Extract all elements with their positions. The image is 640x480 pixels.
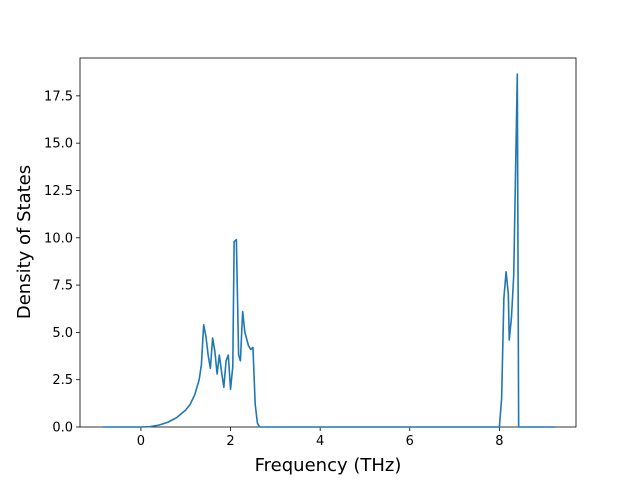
y-tick-label: 17.5: [44, 89, 73, 104]
y-tick-label: 7.5: [52, 279, 73, 294]
x-tick-label: 4: [316, 434, 324, 449]
y-tick-label: 0.0: [52, 421, 73, 436]
dos-line: [102, 73, 556, 428]
y-axis-label: Density of States: [14, 165, 35, 319]
y-tick-label: 15.0: [44, 137, 73, 152]
y-tick-label: 2.5: [52, 373, 73, 388]
x-tick-label: 0: [137, 434, 145, 449]
y-tick-label: 5.0: [52, 326, 73, 341]
y-tick-label: 10.0: [44, 231, 73, 246]
x-tick-label: 8: [495, 434, 503, 449]
x-tick-label: 6: [406, 434, 414, 449]
x-axis-label: Frequency (THz): [255, 455, 402, 476]
y-tick-label: 12.5: [44, 184, 73, 199]
x-tick-label: 2: [226, 434, 234, 449]
